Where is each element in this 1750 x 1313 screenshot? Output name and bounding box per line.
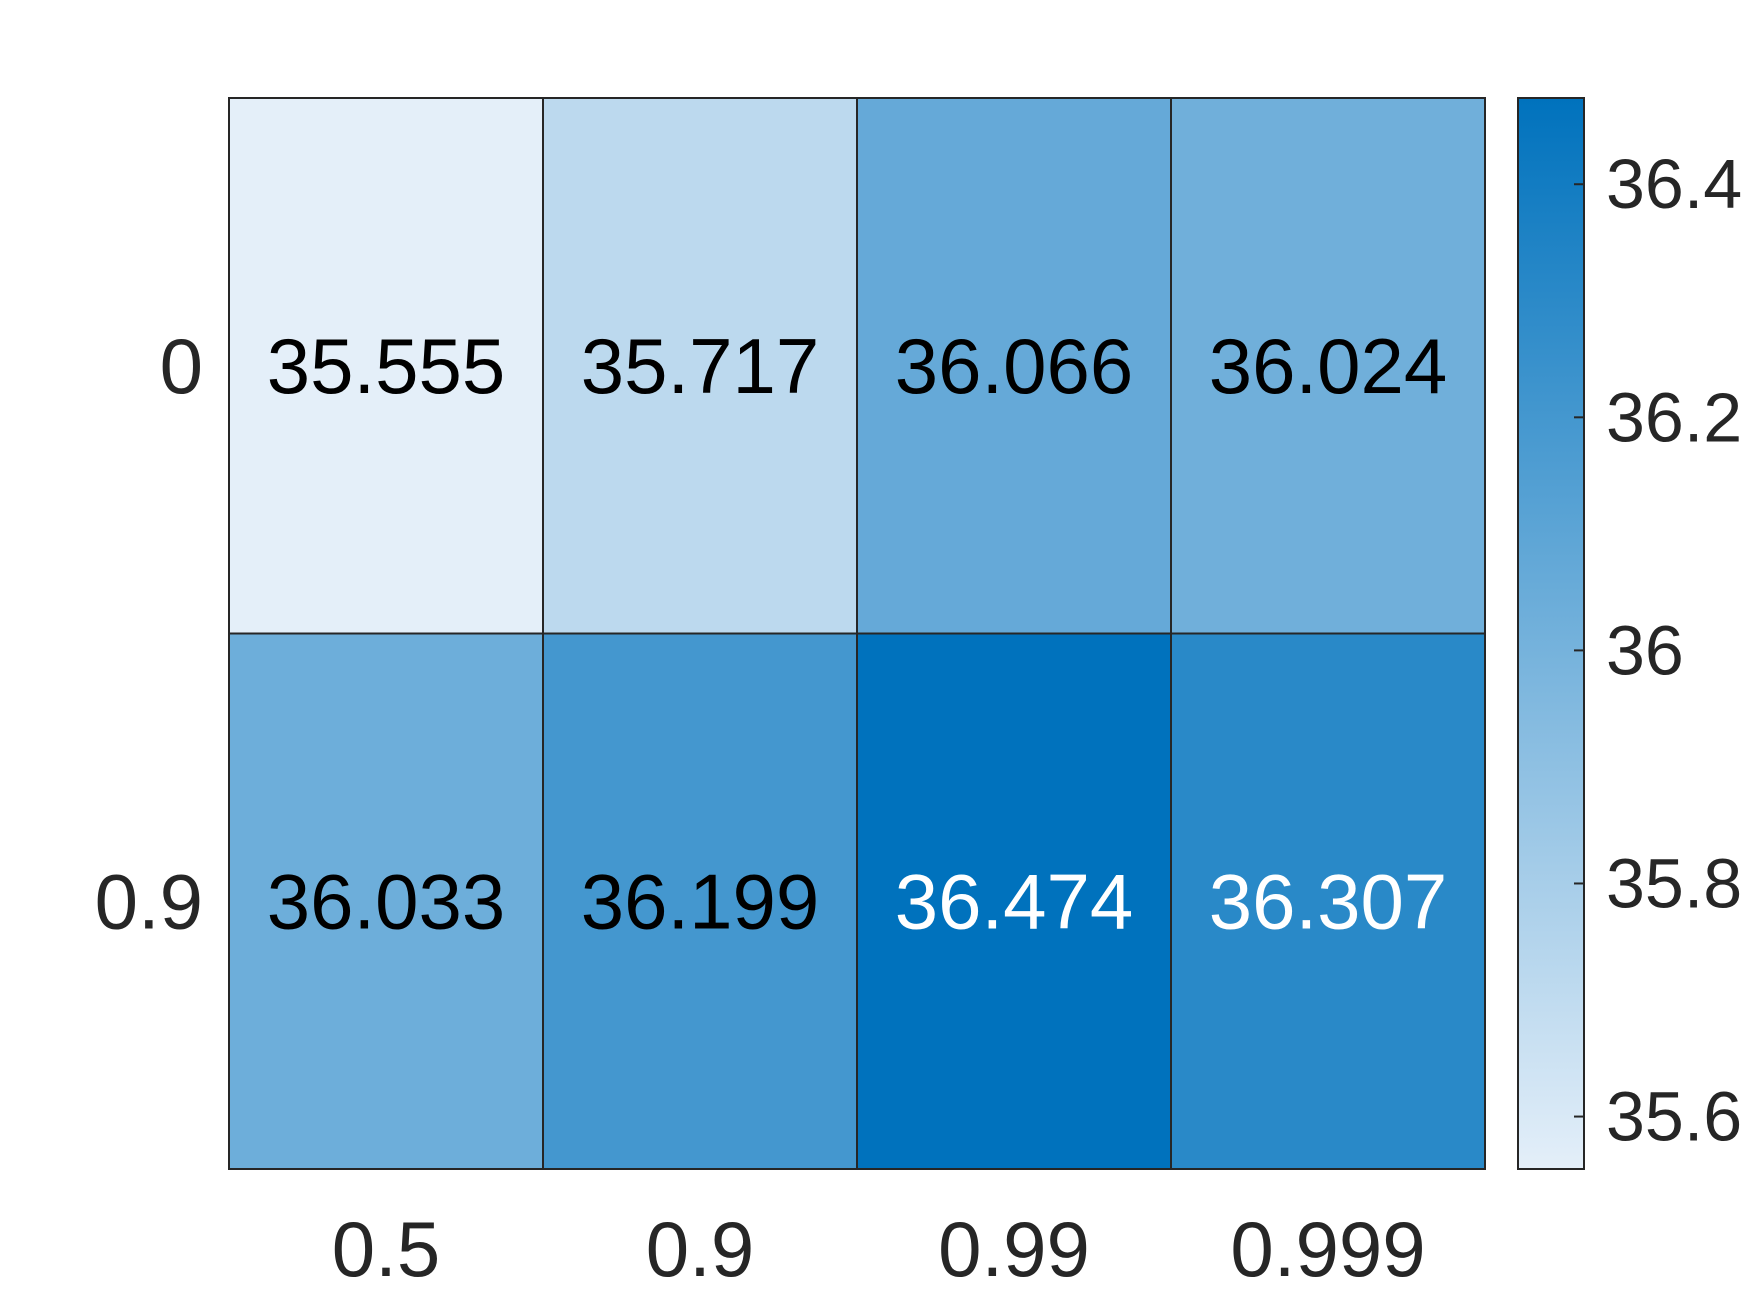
heatmap-cell-label: 35.555: [267, 322, 506, 410]
y-tick-label: 0: [160, 322, 203, 410]
colorbar-ticks: 35.6 35.8 36 36.2 36.4: [1574, 145, 1742, 1156]
heatmap-cell-label: 36.199: [581, 857, 820, 945]
x-tick-label: 0.999: [1230, 1205, 1425, 1293]
colorbar-tick-label: 35.8: [1606, 844, 1742, 922]
y-axis-tick-labels: 00.9: [95, 322, 203, 946]
heatmap-cell-label: 36.474: [895, 857, 1134, 945]
heatmap-cell-label: 36.066: [895, 322, 1134, 410]
heatmap-cell-labels: 35.555 35.717 36.066 36.024 36.033 36.199 36.4…: [267, 322, 1448, 946]
colorbar: [1517, 97, 1585, 1170]
heatmap-cell: [1170, 632, 1486, 1170]
x-axis-tick-labels: 0.5 0.9 0.99 0.999: [332, 1205, 1426, 1293]
heatmap-cell-label: 36.024: [1209, 322, 1448, 410]
colorbar-tick-label: 35.6: [1606, 1078, 1742, 1156]
colorbar-tick-label: 36.2: [1606, 378, 1742, 456]
heatmap-cell: [228, 97, 544, 635]
heatmap-cell: [542, 632, 858, 1170]
y-tick-label: 0.9: [95, 857, 203, 945]
x-tick-label: 0.5: [332, 1205, 440, 1293]
colorbar-tick-label: 36: [1606, 611, 1684, 689]
heatmap-cell: [856, 97, 1172, 635]
heatmap-cell-label: 36.307: [1209, 857, 1448, 945]
heatmap-cells: [228, 97, 1486, 1170]
x-tick-label: 0.9: [646, 1205, 754, 1293]
heatmap-cell-label: 36.033: [267, 857, 506, 945]
heatmap-cell-label: 35.717: [581, 322, 820, 410]
heatmap-cell: [542, 97, 858, 635]
colorbar-tick-label: 36.4: [1606, 145, 1742, 223]
heatmap-cell: [1170, 97, 1486, 635]
heatmap-cell: [228, 632, 544, 1170]
heatmap-cell: [856, 632, 1172, 1170]
x-tick-label: 0.99: [938, 1205, 1090, 1293]
